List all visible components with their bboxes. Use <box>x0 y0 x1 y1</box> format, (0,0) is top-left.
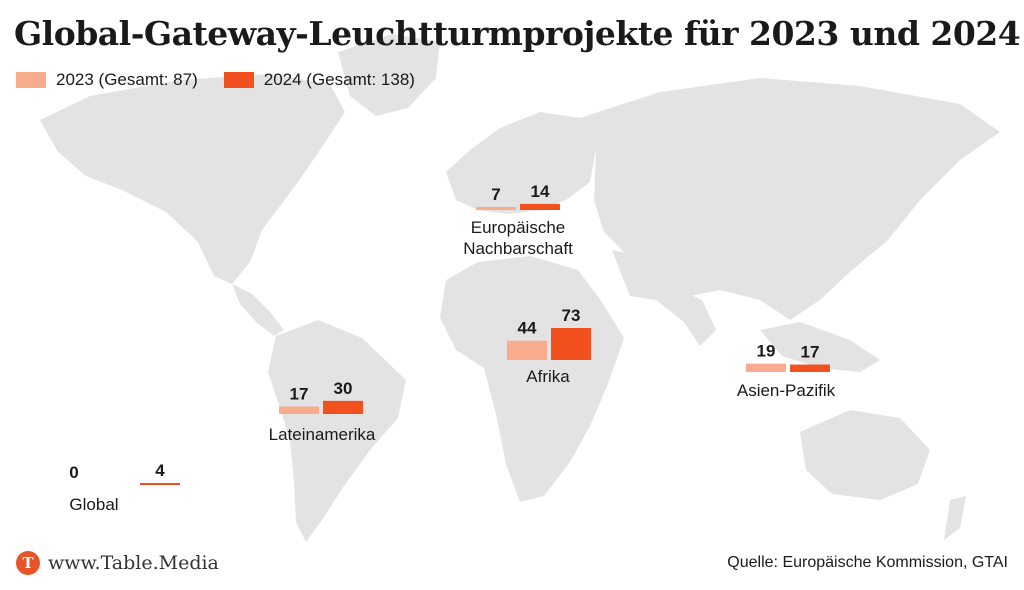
lateinamerika-value-2024: 30 <box>334 379 353 398</box>
global-value-2023: 0 <box>69 463 78 482</box>
lateinamerika-bar-2024 <box>323 400 363 414</box>
afrika-label: Afrika <box>526 367 570 386</box>
europ-ische-nachbarschaft-bar-2023 <box>476 206 516 210</box>
north-america-shape <box>40 74 345 284</box>
africa-shape <box>440 256 624 502</box>
south-asia-shape <box>612 250 716 346</box>
brand-url: www.Table.Media <box>48 552 219 574</box>
global-label-line: Global <box>69 495 118 514</box>
south-america-shape <box>268 320 406 542</box>
asien-pazifik-label: Asien-Pazifik <box>737 381 836 400</box>
afrika-bar-2023 <box>507 340 547 360</box>
lateinamerika-label: Lateinamerika <box>269 425 376 444</box>
afrika-label-line: Afrika <box>526 367 570 386</box>
afrika-value-2023: 44 <box>518 319 537 338</box>
legend-label-2023: 2023 (Gesamt: 87) <box>56 70 198 89</box>
legend-item-2024: 2024 (Gesamt: 138) <box>223 70 415 90</box>
europ-ische-nachbarschaft-label: Europäische Nachbarschaft <box>463 218 573 258</box>
footer-brand: T www.Table.Media <box>16 551 219 575</box>
asia-shape <box>580 78 1000 320</box>
europ-ische-nachbarschaft-value-2023: 7 <box>491 185 500 204</box>
table-media-logo-icon: T <box>16 551 40 575</box>
global-value-2024: 4 <box>155 461 165 480</box>
europ-ische-nachbarschaft-value-2024: 14 <box>531 182 550 201</box>
asien-pazifik-bar-2024 <box>790 364 830 372</box>
global-bar-2024 <box>140 483 180 485</box>
afrika-value-2024: 73 <box>562 306 581 325</box>
legend-label-2024: 2024 (Gesamt: 138) <box>263 70 415 89</box>
global-label: Global <box>69 495 118 514</box>
chart-title: Global-Gateway-Leuchtturmprojekte für 20… <box>14 14 1021 53</box>
australia-shape <box>800 410 930 500</box>
source-note: Quelle: Europäische Kommission, GTAI <box>727 554 1008 571</box>
legend-item-2023: 2023 (Gesamt: 87) <box>16 70 198 90</box>
new-zealand-shape <box>944 496 966 540</box>
legend: 2023 (Gesamt: 87) 2024 (Gesamt: 138) <box>16 70 441 90</box>
europ-ische-nachbarschaft-label-line: Europäische <box>471 218 566 237</box>
asien-pazifik-value-2023: 19 <box>757 342 776 361</box>
europe-shape <box>446 112 596 214</box>
asien-pazifik-label-line: Asien-Pazifik <box>737 381 836 400</box>
lateinamerika-bar-2023 <box>279 406 319 414</box>
legend-swatch-2023 <box>16 72 46 88</box>
asien-pazifik-bar-2023 <box>746 363 786 372</box>
greenland-shape <box>338 34 440 116</box>
southeast-asia-shape <box>760 322 880 372</box>
europ-ische-nachbarschaft-label-line: Nachbarschaft <box>463 239 573 258</box>
land-masses <box>40 34 1000 542</box>
lateinamerika-label-line: Lateinamerika <box>269 425 376 444</box>
legend-swatch-2024 <box>223 72 254 88</box>
asien-pazifik-value-2024: 17 <box>801 343 820 362</box>
afrika-bar-2024 <box>551 328 591 360</box>
central-america-shape <box>232 284 284 336</box>
europ-ische-nachbarschaft-bar-2024 <box>520 203 560 210</box>
lateinamerika-value-2023: 17 <box>290 385 309 404</box>
